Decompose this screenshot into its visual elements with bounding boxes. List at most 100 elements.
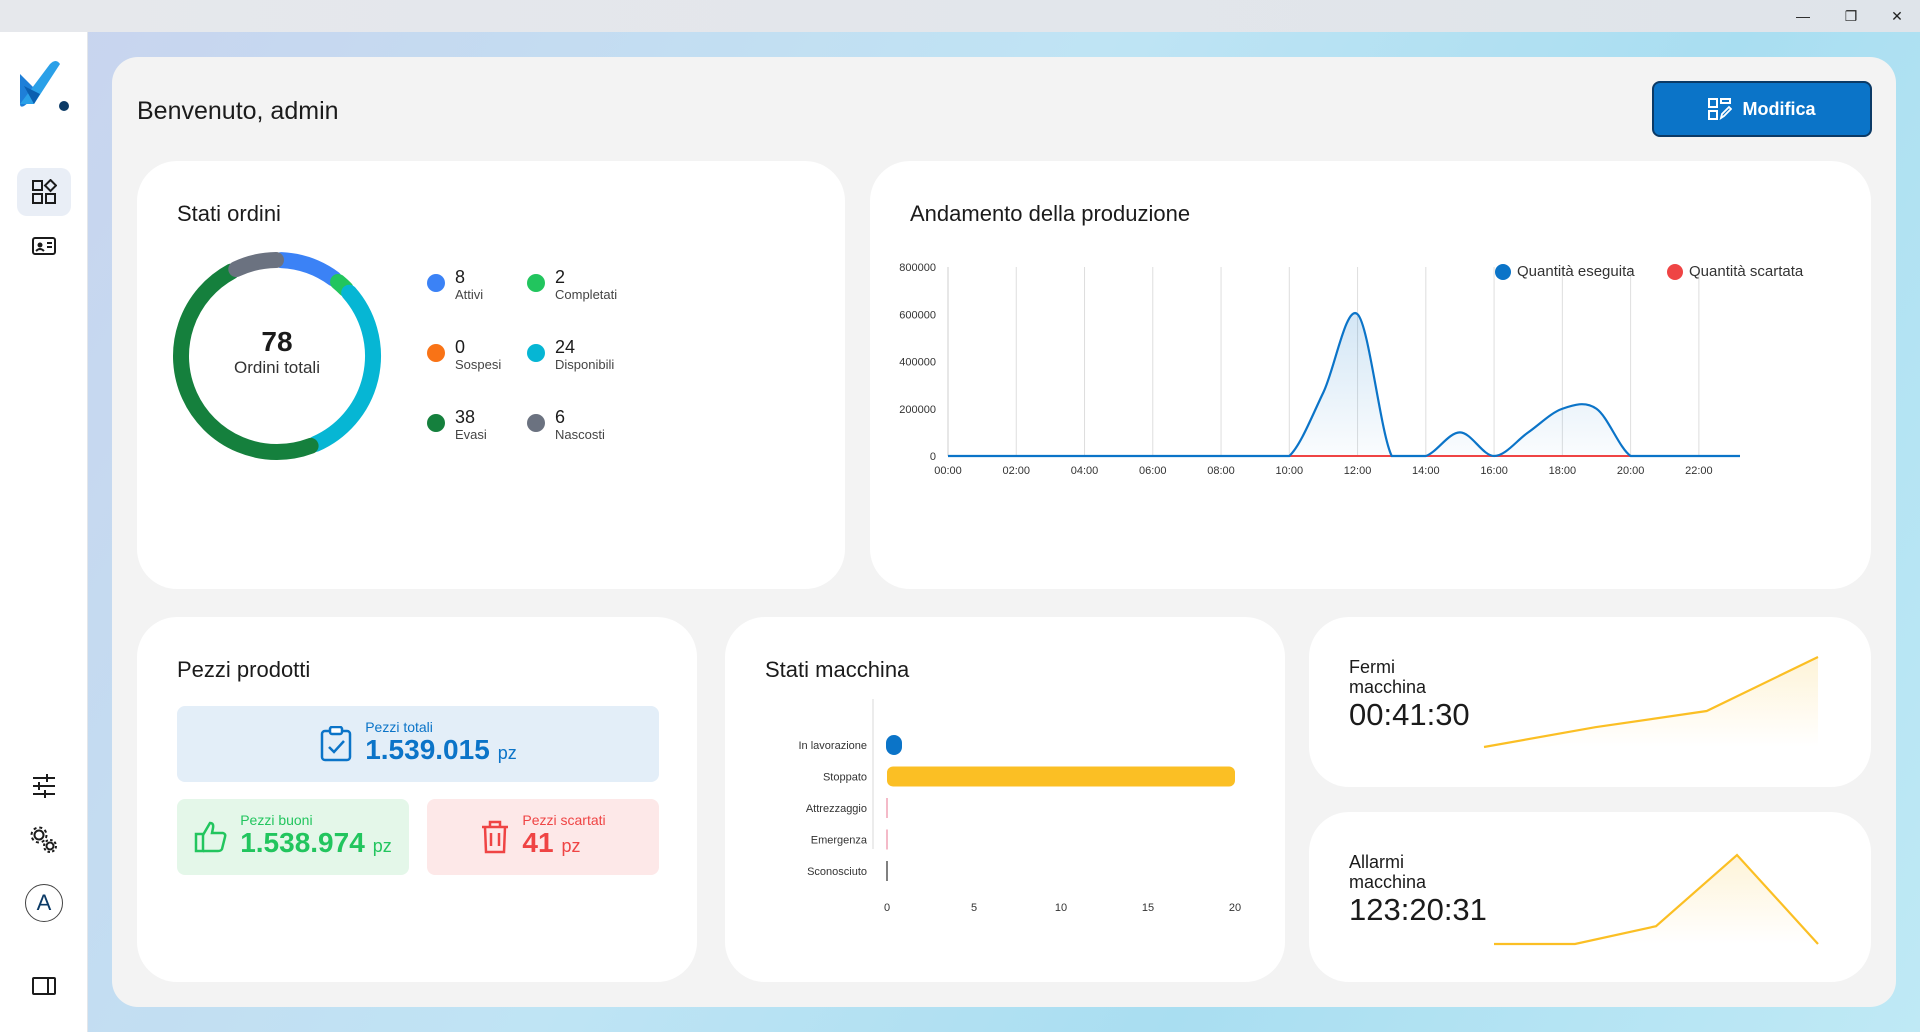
orders-legend-item: 24 Disponibili [527, 337, 614, 372]
legend-dot [527, 274, 545, 292]
sidebar-item-settings[interactable] [17, 816, 71, 864]
legend-marker [1667, 264, 1683, 280]
production-line-chart: 00:00 02:00 04:00 06:00 08:00 10:00 12:00 14:00… [899, 262, 1804, 477]
alarms-sparkline [1494, 853, 1819, 946]
y-tick-label: 400000 [899, 357, 936, 369]
close-icon[interactable]: ✕ [1891, 7, 1903, 24]
orders-legend-item: 38 Evasi [427, 407, 487, 442]
pieces-card: Pezzi prodotti Pezzi totali 1.539.015 pz … [137, 617, 697, 982]
edit-layout-icon [1708, 98, 1733, 120]
orders-legend-item: 8 Attivi [427, 267, 483, 302]
legend-count: 2 [555, 267, 566, 287]
sidebar-item-operators[interactable] [17, 222, 71, 270]
legend-dot [527, 414, 545, 432]
executed-series-line [948, 312, 1740, 458]
x-tick-label: 20 [1229, 902, 1241, 914]
y-tick-label: 0 [930, 451, 936, 463]
pieces-title: Pezzi prodotti [177, 657, 311, 682]
legend-count: 38 [455, 407, 476, 427]
restore-icon[interactable]: ❐ [1844, 7, 1858, 24]
x-tick-label: 14:00 [1412, 465, 1440, 477]
pieces-good-unit: pz [372, 836, 392, 856]
x-tick-label: 20:00 [1617, 465, 1645, 477]
legend-label[interactable]: Quantità eseguita [1517, 263, 1635, 280]
legend-label: Disponibili [555, 357, 615, 372]
category-label: In lavorazione [799, 740, 868, 752]
app-logo [16, 56, 72, 112]
legend-label[interactable]: Quantità scartata [1689, 263, 1804, 280]
x-tick-label: 18:00 [1549, 465, 1577, 477]
sliders-icon [33, 774, 55, 798]
machine-bar-chart: In lavorazione Stoppato Attrezzaggio Emerge… [799, 699, 1241, 914]
legend-label: Nascosti [555, 427, 605, 442]
orders-total: 78 [261, 326, 293, 357]
edit-button-label: Modifica [1742, 98, 1816, 119]
category-label: Emergenza [811, 835, 868, 847]
x-tick-label: 16:00 [1480, 465, 1508, 477]
category-label: Stoppato [823, 772, 867, 784]
legend-count: 24 [555, 337, 576, 357]
donut-slice [307, 284, 381, 452]
x-tick-label: 06:00 [1139, 465, 1167, 477]
alarms-title: Allarmi macchina [1349, 852, 1427, 892]
orders-card: Stati ordini 78 Ordini totali 8 Attivi 2 Co… [137, 161, 845, 589]
y-tick-label: 200000 [899, 404, 936, 416]
orders-legend-item: 6 Nascosti [527, 407, 605, 442]
orders-total-label: Ordini totali [234, 358, 320, 377]
dashboard-icon [32, 179, 57, 204]
legend-label: Evasi [455, 427, 487, 442]
panel-toggle-icon [32, 977, 56, 995]
y-tick-label: 600000 [899, 309, 936, 321]
pieces-scrap-unit: pz [561, 836, 581, 856]
legend-label: Sospesi [455, 357, 502, 372]
minimize-icon[interactable]: — [1796, 8, 1810, 24]
downtime-sparkline [1483, 656, 1819, 749]
downtime-title: Fermi macchina [1349, 657, 1427, 697]
orders-title: Stati ordini [177, 201, 281, 226]
pieces-good-value: 1.538.974 [240, 827, 365, 858]
sparkline-line [1483, 656, 1819, 749]
pieces-total-value: 1.539.015 [365, 734, 490, 765]
downtime-card: Fermi macchina 00:41:30 [1309, 617, 1871, 787]
legend-dot [527, 344, 545, 362]
sparkline-area [1484, 657, 1818, 747]
production-title: Andamento della produzione [910, 201, 1191, 226]
downtime-value: 00:41:30 [1349, 697, 1470, 732]
pieces-total-box: Pezzi totali 1.539.015 pz [177, 706, 659, 782]
id-card-icon [32, 237, 56, 255]
category-label: Attrezzaggio [806, 803, 867, 815]
legend-dot [427, 274, 445, 292]
sidebar-item-filters[interactable] [17, 762, 71, 810]
pieces-good-box: Pezzi buoni 1.538.974 pz [177, 799, 409, 875]
pieces-scrap-value: 41 [522, 827, 554, 858]
sidebar-item-dashboard[interactable] [17, 168, 71, 216]
dashboard-main: Benvenuto, admin Modifica Stati ordini 7… [112, 57, 1896, 1007]
x-tick-label: 15 [1142, 902, 1154, 914]
edit-button[interactable]: Modifica [1652, 81, 1872, 137]
sidebar: A [0, 32, 88, 1032]
sparkline-line [1494, 853, 1819, 946]
donut-slice [273, 252, 342, 287]
user-avatar[interactable]: A [25, 884, 63, 922]
pieces-scrap-box: Pezzi scartati 41 pz [427, 799, 659, 875]
thumbs-up-icon [194, 821, 227, 853]
clipboard-check-icon [320, 726, 352, 762]
donut-slice [228, 252, 284, 278]
machine-card: Stati macchina In lavorazione Stoppato Att… [725, 617, 1285, 982]
legend-count: 6 [555, 407, 566, 427]
sidebar-toggle[interactable] [17, 962, 71, 1010]
x-tick-label: 02:00 [1002, 465, 1030, 477]
x-tick-label: 10 [1055, 902, 1067, 914]
alarms-card: Allarmi macchina 123:20:31 [1309, 812, 1871, 982]
title-bar: — ❐ ✕ [0, 0, 1920, 32]
x-tick-label: 0 [884, 902, 890, 914]
x-tick-label: 22:00 [1685, 465, 1713, 477]
machine-bar [887, 766, 1235, 787]
trash-icon [482, 820, 509, 854]
pieces-total-unit: pz [497, 743, 517, 763]
alarms-value: 123:20:31 [1349, 892, 1487, 927]
x-tick-label: 5 [971, 902, 977, 914]
machine-bar [886, 735, 902, 755]
pieces-good-label: Pezzi buoni [240, 812, 313, 828]
donut-slice [173, 263, 319, 460]
